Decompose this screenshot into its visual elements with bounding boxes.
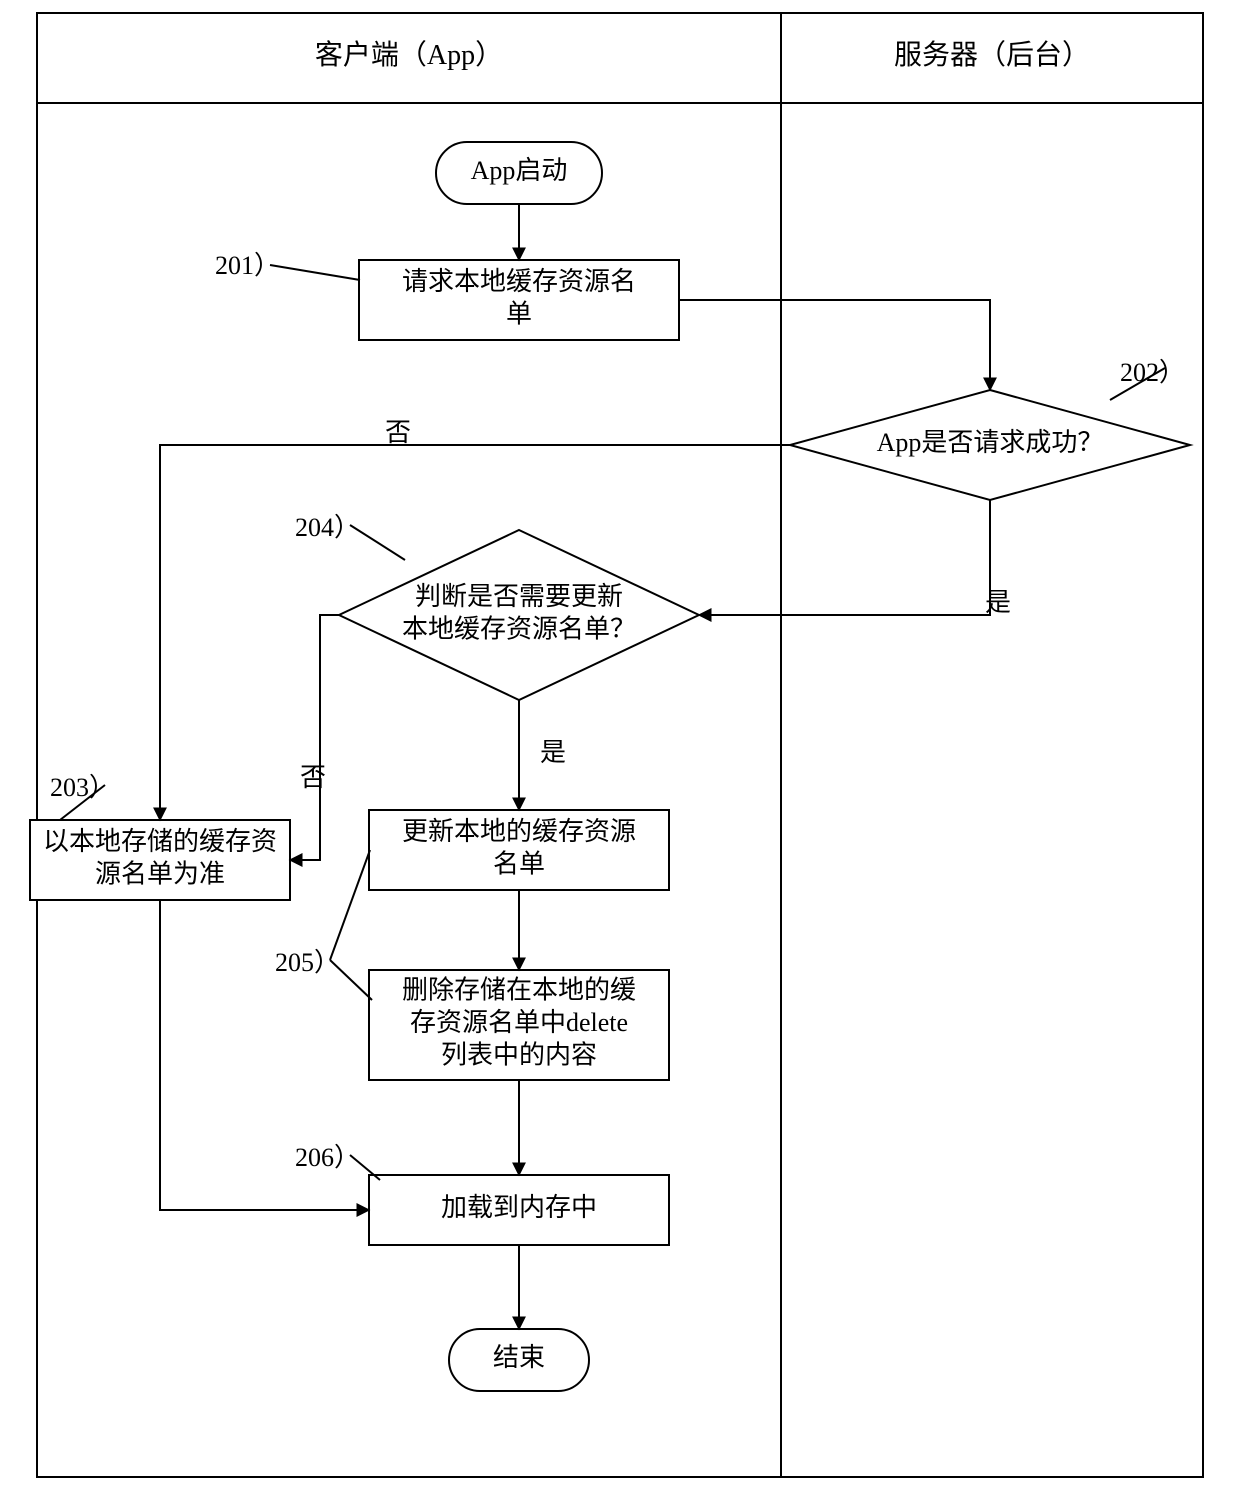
svg-text:是: 是 xyxy=(985,588,1011,617)
svg-text:203）: 203） xyxy=(50,773,115,802)
svg-text:205）: 205） xyxy=(275,948,340,977)
svg-text:App启动: App启动 xyxy=(471,156,568,185)
svg-text:204）: 204） xyxy=(295,513,360,542)
svg-text:是: 是 xyxy=(540,738,566,767)
svg-text:服务器（后台）: 服务器（后台） xyxy=(894,39,1090,71)
svg-text:206）: 206） xyxy=(295,1143,360,1172)
svg-text:客户端（App）: 客户端（App） xyxy=(315,39,503,71)
svg-text:202）: 202） xyxy=(1120,358,1185,387)
svg-text:App是否请求成功？: App是否请求成功？ xyxy=(877,428,1104,457)
svg-text:否: 否 xyxy=(300,763,326,792)
svg-text:加载到内存中: 加载到内存中 xyxy=(441,1193,597,1222)
svg-text:结束: 结束 xyxy=(493,1343,545,1372)
svg-text:否: 否 xyxy=(385,418,411,447)
svg-text:201）: 201） xyxy=(215,251,280,280)
flowchart-canvas: 客户端（App）服务器（后台）App启动请求本地缓存资源名单App是否请求成功？… xyxy=(0,0,1240,1490)
